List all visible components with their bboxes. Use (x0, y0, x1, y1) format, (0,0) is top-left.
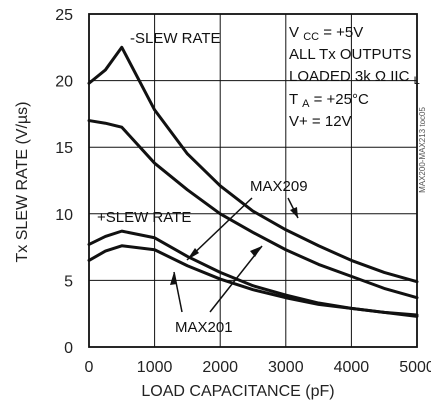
condition-ta-value: = +25°C (314, 91, 369, 108)
x-tick-label: 2000 (202, 359, 238, 376)
series-line-3 (89, 231, 417, 316)
max201-arrowhead-right (250, 246, 262, 257)
y-tick-label: 10 (55, 207, 73, 224)
max209-label: MAX209 (250, 178, 308, 195)
x-tick-label: 0 (85, 359, 94, 376)
x-tick-label: 3000 (268, 359, 304, 376)
x-tick-label: 5000 (399, 359, 431, 376)
y-tick-label: 5 (64, 273, 73, 290)
x-tick-label: 4000 (334, 359, 370, 376)
condition-vcc: V CC = +5V (289, 24, 363, 43)
condition-load-sub: L (414, 75, 420, 87)
condition-ta-sub: A (302, 98, 310, 110)
conditions-block: V CC = +5V ALL Tx OUTPUTS LOADED 3k Ω II… (289, 24, 420, 130)
condition-outputs: ALL Tx OUTPUTS (289, 46, 412, 63)
condition-load-prefix: LOADED 3k (289, 68, 371, 85)
condition-load-mid: IIC (390, 68, 409, 85)
plus-slew-label: +SLEW RATE (97, 209, 191, 226)
condition-ta: T A = +25°C (289, 91, 369, 110)
max209-arrowhead-right (290, 207, 298, 218)
y-tick-label: 15 (55, 140, 73, 157)
condition-vcc-prefix: V (289, 24, 299, 41)
condition-ta-prefix: T (289, 91, 298, 108)
minus-slew-label: -SLEW RATE (130, 30, 221, 47)
y-tick-label: 20 (55, 74, 73, 91)
condition-load-omega: Ω (375, 68, 386, 85)
condition-vplus: V+ = 12V (289, 113, 352, 130)
x-axis-title: LOAD CAPACITANCE (pF) (141, 383, 334, 400)
condition-vcc-sub: CC (303, 31, 319, 43)
chart-code: MAX200-MAX213 toc05 (418, 107, 427, 193)
max201-label: MAX201 (175, 319, 233, 336)
y-axis-title: Tx SLEW RATE (V/µs) (14, 102, 31, 263)
condition-vcc-value: = +5V (323, 24, 363, 41)
x-tick-label: 1000 (137, 359, 173, 376)
condition-load: LOADED 3k Ω IIC L (289, 68, 420, 87)
y-tick-label: 0 (64, 340, 73, 357)
y-tick-label: 25 (55, 7, 73, 24)
